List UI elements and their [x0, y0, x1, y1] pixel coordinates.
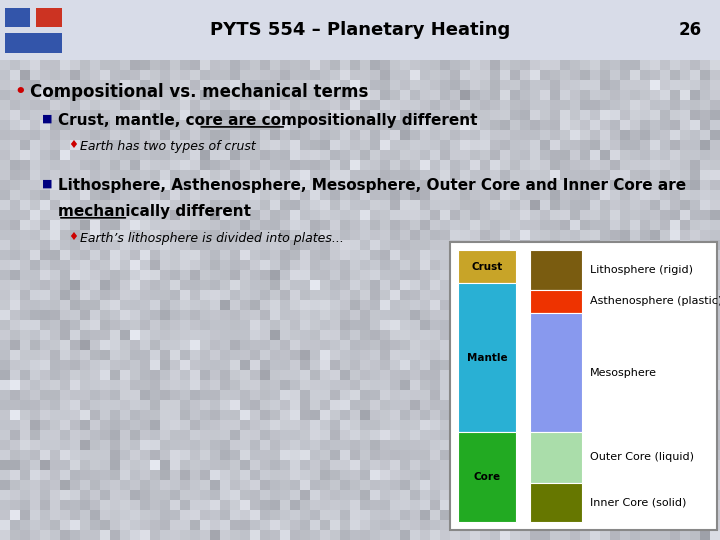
Text: •: •: [14, 84, 26, 102]
Text: ♦: ♦: [68, 232, 78, 242]
Text: Earth has two types of crust: Earth has two types of crust: [80, 140, 256, 153]
Text: Lithosphere, Asthenosphere, Mesosphere, Outer Core and Inner Core are: Lithosphere, Asthenosphere, Mesosphere, …: [58, 178, 686, 193]
Text: Mantle: Mantle: [467, 353, 508, 363]
Text: ■: ■: [42, 113, 53, 124]
Bar: [530, 483, 582, 522]
Text: Crust: Crust: [472, 261, 503, 272]
Bar: [450, 242, 717, 530]
Text: Mesosphere: Mesosphere: [590, 368, 657, 377]
Text: Crust, mantle, core are compositionally different: Crust, mantle, core are compositionally …: [58, 113, 477, 129]
Bar: [530, 313, 582, 433]
Bar: [4, 8, 30, 28]
Bar: [530, 289, 582, 313]
Text: PYTS 554 – Planetary Heating: PYTS 554 – Planetary Heating: [210, 21, 510, 39]
Bar: [458, 433, 516, 522]
Text: Core: Core: [474, 472, 500, 482]
Bar: [458, 283, 516, 433]
Text: Lithosphere (rigid): Lithosphere (rigid): [590, 265, 693, 275]
Bar: [530, 433, 582, 483]
Bar: [4, 33, 62, 53]
Text: Outer Core (liquid): Outer Core (liquid): [590, 453, 694, 462]
Text: 26: 26: [679, 21, 702, 39]
Text: Compositional vs. mechanical terms: Compositional vs. mechanical terms: [30, 84, 369, 102]
Bar: [36, 8, 62, 28]
Text: mechanically different: mechanically different: [58, 204, 251, 219]
Text: Asthenosphere (plastic): Asthenosphere (plastic): [590, 296, 720, 306]
Text: Inner Core (solid): Inner Core (solid): [590, 497, 686, 507]
Bar: [530, 251, 582, 289]
Text: ■: ■: [42, 178, 53, 188]
Bar: [458, 251, 516, 283]
Text: Earth’s lithosphere is divided into plates...: Earth’s lithosphere is divided into plat…: [80, 232, 344, 245]
Text: ♦: ♦: [68, 140, 78, 151]
